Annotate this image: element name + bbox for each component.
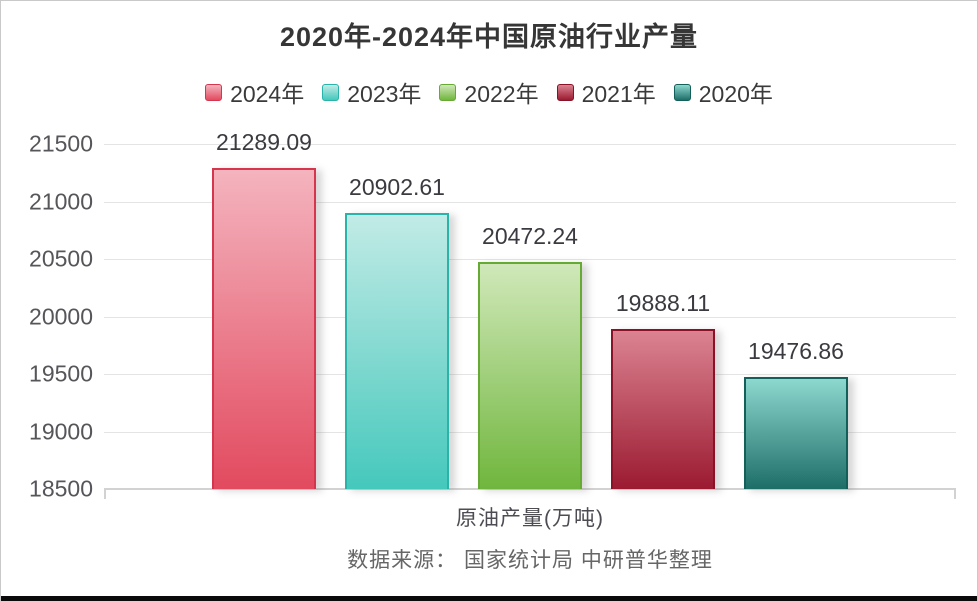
bar-value-label: 21289.09 (216, 129, 312, 156)
bar-2023年 (345, 212, 449, 489)
bar-value-label: 20902.61 (349, 173, 445, 200)
bottom-border (1, 596, 977, 601)
bar-value-label: 20472.24 (482, 223, 578, 250)
legend-item-2021年: 2021年 (556, 75, 656, 109)
chart-title: 2020年-2024年中国原油行业产量 (279, 22, 699, 52)
legend-swatch (673, 83, 691, 101)
x-axis-label: 原油产量(万吨) (456, 507, 604, 530)
bar-value-label: 19476.86 (748, 337, 844, 364)
source-note: 数据来源： 国家统计局 中研普华整理 (347, 549, 713, 572)
legend-label: 2023年 (347, 81, 422, 107)
x-axis-tick-right (954, 489, 956, 499)
gridline (104, 201, 956, 203)
legend-swatch (205, 83, 223, 101)
legend-label: 2021年 (581, 81, 656, 107)
legend-label: 2022年 (464, 81, 539, 107)
legend-label: 2024年 (230, 81, 305, 107)
legend-swatch (556, 83, 574, 101)
gridline (104, 144, 956, 145)
legend-item-2023年: 2023年 (322, 75, 421, 109)
bar-2020年 (744, 376, 848, 489)
x-axis-line (104, 488, 956, 490)
legend-swatch (439, 83, 457, 101)
y-axis-tick-label: 19500 (29, 360, 93, 387)
legend: 2024年 2023年 2022年 2021年 2020年 (1, 75, 977, 109)
legend-swatch (322, 83, 340, 101)
bar-2021年 (611, 329, 715, 489)
bar-value-label: 19888.11 (615, 290, 711, 317)
y-axis-tick-label: 20000 (29, 303, 93, 329)
y-axis-tick-label: 19000 (29, 418, 93, 444)
y-axis-tick-label: 21000 (29, 188, 93, 214)
plot-area: 21289.09 20902.61 20472.24 19888.11 19476.86 (104, 129, 956, 499)
legend-item-2020年: 2020年 (673, 75, 773, 109)
bar-2022年 (478, 262, 582, 489)
legend-item-2024年: 2024年 (205, 75, 304, 109)
y-axis: 21500 21000 20500 20000 19500 19000 18500 (1, 131, 93, 502)
gridline (104, 259, 956, 260)
y-axis-tick-label: 20500 (29, 245, 93, 272)
bar-2024年 (212, 168, 316, 489)
legend-label: 2020年 (698, 81, 773, 107)
y-axis-tick-label: 18500 (29, 475, 93, 502)
y-axis-tick-label: 21500 (29, 130, 93, 157)
legend-item-2022年: 2022年 (439, 75, 539, 109)
x-axis-tick-left (104, 489, 106, 499)
